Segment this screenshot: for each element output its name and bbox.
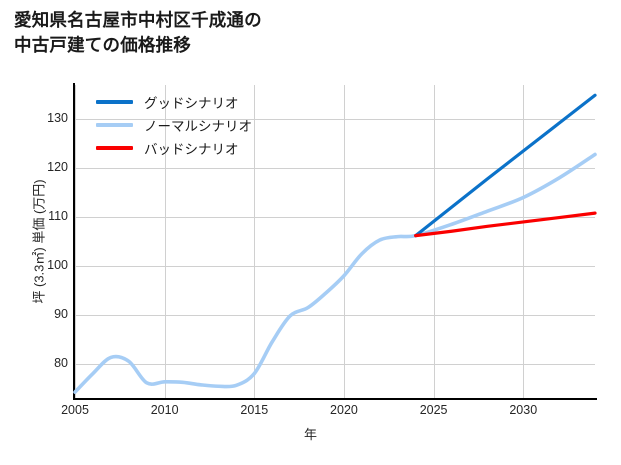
y-axis-tick-label: 110 [48, 209, 68, 224]
legend-swatch-normal [96, 122, 133, 127]
gridline-horizontal [75, 168, 595, 170]
y-axis-tick-label: 100 [47, 257, 68, 272]
x-axis-spine [73, 398, 597, 400]
x-axis-tick-label: 2030 [509, 403, 538, 417]
gridline-horizontal [75, 363, 595, 365]
y-axis-tick-label: 80 [54, 355, 68, 370]
legend-item-normal: ノーマルシナリオ [96, 113, 311, 136]
legend-item-good: グッドシナリオ [96, 90, 311, 113]
gridline-vertical [433, 85, 435, 398]
y-axis-title: 坪 (3.3㎡) 単価 (万円) [31, 179, 47, 304]
gridline-vertical [523, 85, 525, 398]
legend-label-bad: バッドシナリオ [144, 141, 239, 157]
gridline-horizontal [75, 314, 595, 316]
gridline-horizontal [75, 217, 595, 219]
y-axis-tick-label: 120 [47, 160, 68, 175]
legend-swatch-bad [96, 145, 133, 150]
x-axis-tick-label: 2025 [419, 403, 448, 417]
x-axis-tick-label: 2015 [240, 403, 269, 417]
legend-swatch-good [96, 99, 133, 104]
x-axis-tick-label: 2020 [330, 403, 358, 417]
x-axis-tick-label: 2005 [61, 403, 89, 417]
legend-label-normal: ノーマルシナリオ [144, 118, 252, 134]
gridline-horizontal [75, 119, 595, 121]
x-axis-tick-label: 2010 [150, 403, 179, 417]
x-axis-title: 年 [303, 427, 317, 442]
legend-label-good: グッドシナリオ [144, 95, 239, 111]
legend: グッドシナリオ ノーマルシナリオ バッドシナリオ [96, 90, 311, 159]
y-axis-tick-label: 90 [54, 306, 68, 321]
gridline-horizontal [75, 265, 595, 267]
y-axis-tick-label: 130 [47, 111, 68, 126]
page-title: 愛知県名古屋市中村区千成通の 中古戸建ての価格推移 [14, 10, 262, 55]
gridline-vertical [343, 85, 345, 398]
y-axis-spine [73, 83, 75, 400]
legend-item-bad: バッドシナリオ [96, 136, 311, 159]
gridline-vertical [75, 85, 76, 398]
